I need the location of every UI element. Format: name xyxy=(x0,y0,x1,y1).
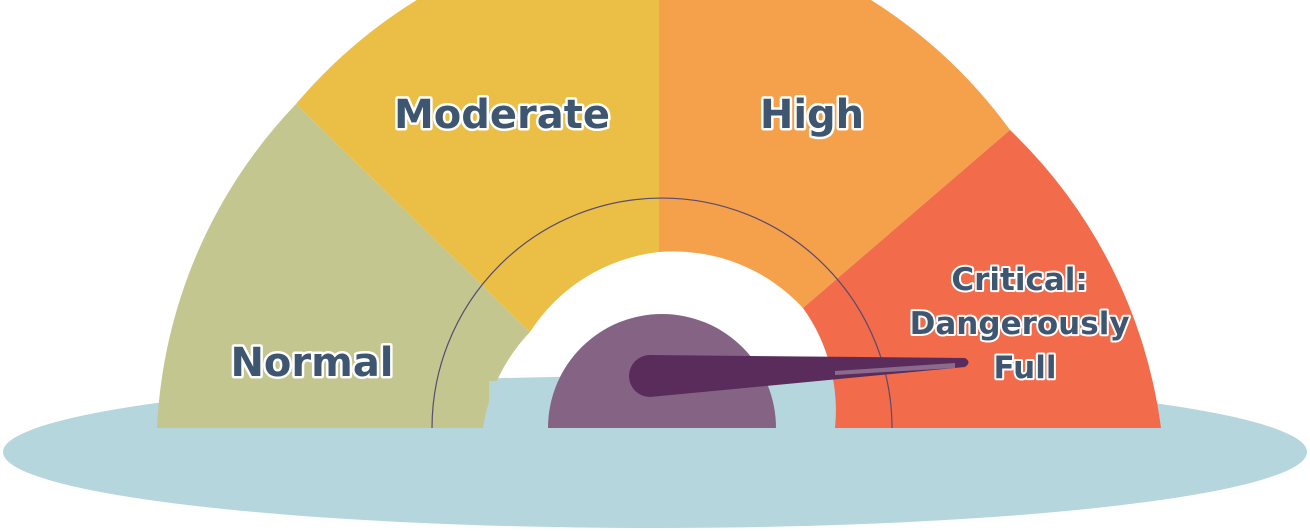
needle-highlight xyxy=(835,363,955,375)
label-critical: Critical: Dangerously Full xyxy=(910,262,1141,386)
label-moderate: Moderate xyxy=(394,92,610,138)
inner-arc-line xyxy=(431,197,893,429)
zone-critical xyxy=(803,130,1161,428)
zone-high xyxy=(659,0,1010,308)
gauge-needle xyxy=(629,355,969,397)
label-normal: Normal xyxy=(230,340,393,386)
zone-normal xyxy=(157,104,530,428)
zone-moderate xyxy=(296,0,659,332)
label-high: High xyxy=(760,92,864,138)
